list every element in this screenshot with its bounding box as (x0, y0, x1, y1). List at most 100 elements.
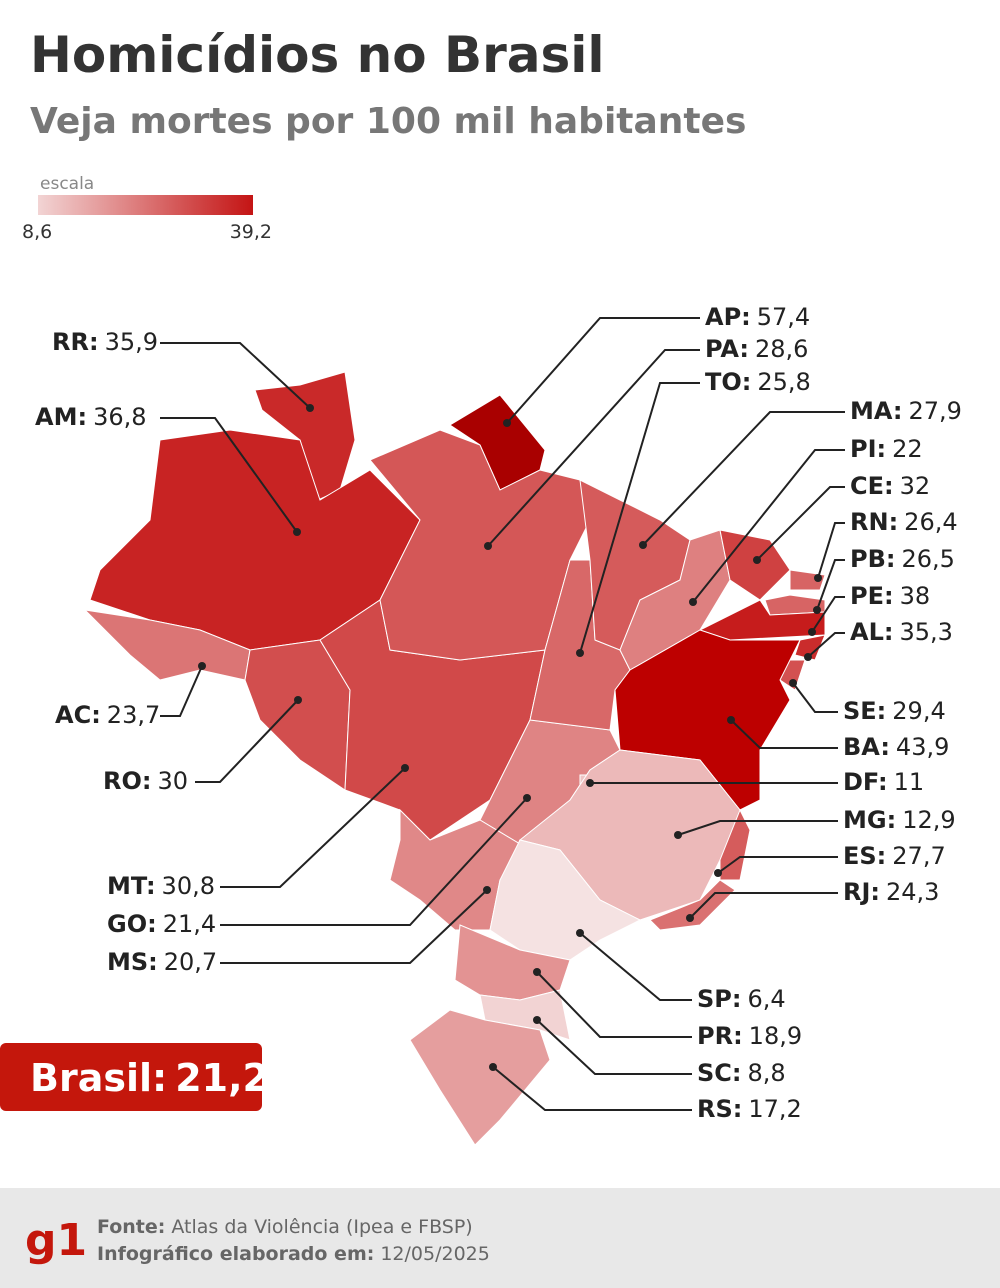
map (83, 371, 826, 1146)
leader-line (487, 349, 700, 547)
state-label: MS: 20,7 (107, 948, 217, 976)
leader-line (160, 665, 203, 717)
state-value: 26,5 (901, 545, 954, 573)
state-label: GO: 21,4 (107, 910, 216, 938)
scale-label: escala (40, 174, 94, 194)
state-abbr: TO: (705, 368, 751, 396)
leader-line (811, 596, 845, 633)
leader-dot (533, 1016, 541, 1024)
state-value: 35,3 (899, 618, 952, 646)
state-label: MT: 30,8 (107, 872, 215, 900)
state-abbr: MT: (107, 872, 156, 900)
state-abbr: PE: (850, 582, 894, 610)
state-value: 36,8 (93, 403, 146, 431)
leader-dot (294, 696, 302, 704)
state-value: 18,9 (749, 1022, 802, 1050)
leader-dot (489, 1063, 497, 1071)
state (489, 839, 642, 961)
state-value: 8,8 (748, 1059, 786, 1087)
leader-dot (198, 662, 206, 670)
state-abbr: RR: (52, 328, 99, 356)
state-value: 17,2 (748, 1095, 801, 1123)
leader-line (792, 682, 838, 713)
source: Fonte: Atlas da Violência (Ipea e FBSP) (97, 1216, 473, 1238)
state (719, 529, 791, 601)
national-label: Brasil: (30, 1056, 167, 1100)
leader-dot (714, 869, 722, 877)
state-abbr: MS: (107, 948, 158, 976)
leader-line (677, 820, 838, 836)
logo: g1 (25, 1215, 87, 1266)
state-value: 26,4 (904, 508, 957, 536)
scale-bar (38, 195, 253, 215)
state-label: RO: 30 (103, 767, 188, 795)
state-label: PA: 28,6 (705, 335, 808, 363)
leader-dot (401, 764, 409, 772)
leader-dot (814, 574, 822, 582)
state-label: AP: 57,4 (705, 303, 810, 331)
state-value: 25,8 (757, 368, 810, 396)
state-label: RR: 35,9 (52, 328, 158, 356)
subtitle: Veja mortes por 100 mil habitantes (30, 101, 746, 142)
leader-line (220, 797, 528, 926)
leader-line (756, 486, 845, 561)
state-abbr: MG: (843, 806, 896, 834)
state (409, 1009, 551, 1146)
state (764, 594, 826, 616)
state-value: 24,3 (886, 878, 939, 906)
state-abbr: AC: (55, 701, 101, 729)
leader-dot (789, 679, 797, 687)
date: Infográfico elaborado em: 12/05/2025 (97, 1243, 490, 1265)
state-value: 30 (157, 767, 188, 795)
leader-dot (483, 886, 491, 894)
state-abbr: DF: (843, 768, 888, 796)
labels: RR: 35,9 AM: 36,8 AC: 23,7 RO: 30 MT: 30,8 GO: 21,4… (35, 303, 962, 1123)
state-label: DF: 11 (843, 768, 924, 796)
date-text: 12/05/2025 (380, 1243, 490, 1265)
leader-line (220, 767, 406, 888)
leader-line (817, 522, 845, 579)
state-label: MA: 27,9 (850, 397, 962, 425)
title: Homicídios no Brasil (30, 26, 605, 84)
leader-dot (484, 542, 492, 550)
leader-line (807, 632, 845, 658)
state-label: PR: 18,9 (697, 1022, 802, 1050)
state-label: CE: 32 (850, 472, 930, 500)
leader-line (717, 856, 838, 874)
state-abbr: RJ: (843, 878, 880, 906)
leader-dot (293, 528, 301, 536)
state-abbr: AL: (850, 618, 893, 646)
state-abbr: PI: (850, 435, 886, 463)
state-label: PI: 22 (850, 435, 923, 463)
scale-min: 8,6 (22, 221, 52, 243)
state-value: 11 (894, 768, 925, 796)
leader-dot (306, 404, 314, 412)
state-abbr: ES: (843, 842, 886, 870)
leader-line (579, 932, 692, 1001)
state-value: 38 (900, 582, 931, 610)
state-value: 21,4 (163, 910, 216, 938)
state-value: 23,7 (107, 701, 160, 729)
leader-dot (804, 653, 812, 661)
leader-dot (808, 628, 816, 636)
state-abbr: AM: (35, 403, 87, 431)
state-value: 35,9 (105, 328, 158, 356)
state-label: PE: 38 (850, 582, 930, 610)
state-abbr: PB: (850, 545, 895, 573)
leader-dot (586, 779, 594, 787)
state-abbr: RS: (697, 1095, 742, 1123)
state (719, 808, 751, 881)
state-abbr: PR: (697, 1022, 743, 1050)
leader-dot (639, 541, 647, 549)
leader-line (492, 1066, 692, 1111)
state-value: 20,7 (164, 948, 217, 976)
leader-line (195, 699, 299, 783)
national-box (0, 1043, 262, 1111)
leader-line (160, 342, 311, 409)
leader-dot (533, 968, 541, 976)
leader-dot (727, 716, 735, 724)
state-label: BA: 43,9 (843, 733, 949, 761)
leader-dot (753, 556, 761, 564)
leader-line (730, 719, 838, 749)
state-abbr: CE: (850, 472, 894, 500)
